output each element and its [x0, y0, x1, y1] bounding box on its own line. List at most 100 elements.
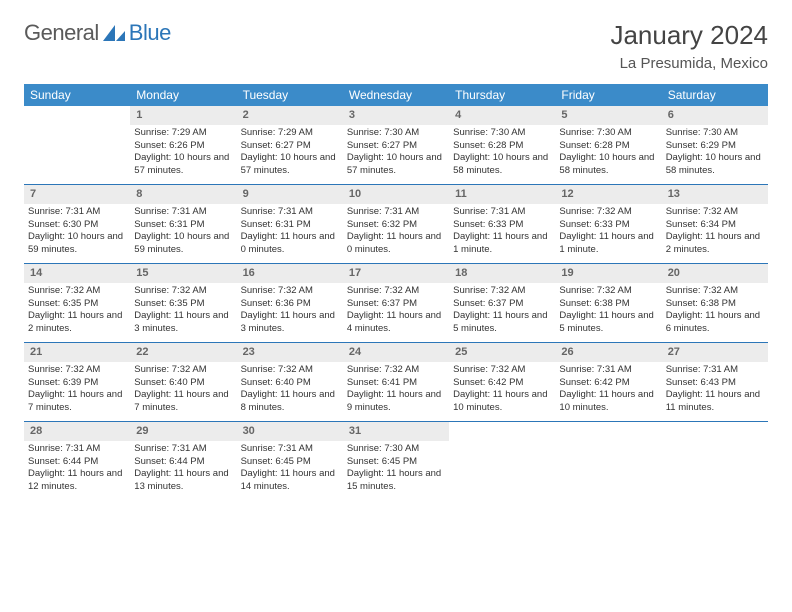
calendar-day-cell: 5Sunrise: 7:30 AMSunset: 6:28 PMDaylight… — [555, 106, 661, 184]
sunrise-text: Sunrise: 7:29 AM — [134, 127, 232, 140]
day-details: Sunrise: 7:29 AMSunset: 6:26 PMDaylight:… — [130, 125, 236, 182]
sunrise-text: Sunrise: 7:32 AM — [241, 285, 339, 298]
calendar-day-cell: 20Sunrise: 7:32 AMSunset: 6:38 PMDayligh… — [662, 264, 768, 342]
calendar-day-cell: 31Sunrise: 7:30 AMSunset: 6:45 PMDayligh… — [343, 422, 449, 500]
day-details: Sunrise: 7:32 AMSunset: 6:35 PMDaylight:… — [24, 283, 130, 340]
day-details: Sunrise: 7:32 AMSunset: 6:36 PMDaylight:… — [237, 283, 343, 340]
day-details: Sunrise: 7:32 AMSunset: 6:38 PMDaylight:… — [555, 283, 661, 340]
daylight-text: Daylight: 11 hours and 0 minutes. — [347, 231, 445, 257]
sunrise-text: Sunrise: 7:32 AM — [241, 364, 339, 377]
day-details: Sunrise: 7:31 AMSunset: 6:30 PMDaylight:… — [24, 204, 130, 261]
sunrise-text: Sunrise: 7:32 AM — [347, 364, 445, 377]
sunset-text: Sunset: 6:33 PM — [559, 219, 657, 232]
calendar-day-cell: 25Sunrise: 7:32 AMSunset: 6:42 PMDayligh… — [449, 343, 555, 421]
daylight-text: Daylight: 11 hours and 4 minutes. — [347, 310, 445, 336]
calendar-day-cell: 6Sunrise: 7:30 AMSunset: 6:29 PMDaylight… — [662, 106, 768, 184]
sunset-text: Sunset: 6:28 PM — [453, 140, 551, 153]
sunset-text: Sunset: 6:38 PM — [559, 298, 657, 311]
day-number: 15 — [130, 264, 236, 283]
daylight-text: Daylight: 11 hours and 7 minutes. — [28, 389, 126, 415]
calendar-day-cell: 24Sunrise: 7:32 AMSunset: 6:41 PMDayligh… — [343, 343, 449, 421]
daylight-text: Daylight: 11 hours and 12 minutes. — [28, 468, 126, 494]
day-details: Sunrise: 7:32 AMSunset: 6:35 PMDaylight:… — [130, 283, 236, 340]
sunset-text: Sunset: 6:37 PM — [453, 298, 551, 311]
calendar-day-cell: 2Sunrise: 7:29 AMSunset: 6:27 PMDaylight… — [237, 106, 343, 184]
sunset-text: Sunset: 6:44 PM — [28, 456, 126, 469]
sunrise-text: Sunrise: 7:32 AM — [134, 364, 232, 377]
sunrise-text: Sunrise: 7:29 AM — [241, 127, 339, 140]
day-number: 22 — [130, 343, 236, 362]
day-number: 26 — [555, 343, 661, 362]
daylight-text: Daylight: 11 hours and 5 minutes. — [559, 310, 657, 336]
day-details: Sunrise: 7:31 AMSunset: 6:44 PMDaylight:… — [24, 441, 130, 498]
sunrise-text: Sunrise: 7:32 AM — [453, 364, 551, 377]
sunrise-text: Sunrise: 7:31 AM — [347, 206, 445, 219]
weekday-header: Sunday — [24, 84, 130, 106]
day-details: Sunrise: 7:31 AMSunset: 6:33 PMDaylight:… — [449, 204, 555, 261]
sunrise-text: Sunrise: 7:31 AM — [241, 206, 339, 219]
calendar-day-cell — [449, 422, 555, 500]
calendar-day-cell: 11Sunrise: 7:31 AMSunset: 6:33 PMDayligh… — [449, 185, 555, 263]
location-label: La Presumida, Mexico — [610, 55, 768, 72]
daylight-text: Daylight: 11 hours and 1 minute. — [559, 231, 657, 257]
sunrise-text: Sunrise: 7:32 AM — [559, 285, 657, 298]
calendar-day-cell: 3Sunrise: 7:30 AMSunset: 6:27 PMDaylight… — [343, 106, 449, 184]
calendar-day-cell: 28Sunrise: 7:31 AMSunset: 6:44 PMDayligh… — [24, 422, 130, 500]
daylight-text: Daylight: 11 hours and 15 minutes. — [347, 468, 445, 494]
daylight-text: Daylight: 11 hours and 6 minutes. — [666, 310, 764, 336]
sunset-text: Sunset: 6:37 PM — [347, 298, 445, 311]
daylight-text: Daylight: 11 hours and 1 minute. — [453, 231, 551, 257]
weekday-header-row: SundayMondayTuesdayWednesdayThursdayFrid… — [24, 84, 768, 106]
day-details: Sunrise: 7:32 AMSunset: 6:38 PMDaylight:… — [662, 283, 768, 340]
weekday-header: Thursday — [449, 84, 555, 106]
day-details: Sunrise: 7:29 AMSunset: 6:27 PMDaylight:… — [237, 125, 343, 182]
sunrise-text: Sunrise: 7:31 AM — [28, 443, 126, 456]
brand-logo: General Blue — [24, 20, 171, 46]
day-details: Sunrise: 7:31 AMSunset: 6:32 PMDaylight:… — [343, 204, 449, 261]
daylight-text: Daylight: 11 hours and 2 minutes. — [666, 231, 764, 257]
calendar-day-cell: 4Sunrise: 7:30 AMSunset: 6:28 PMDaylight… — [449, 106, 555, 184]
daylight-text: Daylight: 11 hours and 8 minutes. — [241, 389, 339, 415]
calendar-day-cell: 15Sunrise: 7:32 AMSunset: 6:35 PMDayligh… — [130, 264, 236, 342]
day-number: 16 — [237, 264, 343, 283]
calendar-grid: SundayMondayTuesdayWednesdayThursdayFrid… — [24, 84, 768, 500]
daylight-text: Daylight: 11 hours and 11 minutes. — [666, 389, 764, 415]
weekday-header: Friday — [555, 84, 661, 106]
sunrise-text: Sunrise: 7:30 AM — [347, 127, 445, 140]
daylight-text: Daylight: 10 hours and 57 minutes. — [134, 152, 232, 178]
sunrise-text: Sunrise: 7:32 AM — [134, 285, 232, 298]
day-number: 13 — [662, 185, 768, 204]
day-number: 29 — [130, 422, 236, 441]
day-details: Sunrise: 7:32 AMSunset: 6:37 PMDaylight:… — [343, 283, 449, 340]
calendar-day-cell: 30Sunrise: 7:31 AMSunset: 6:45 PMDayligh… — [237, 422, 343, 500]
sunset-text: Sunset: 6:35 PM — [28, 298, 126, 311]
sunset-text: Sunset: 6:30 PM — [28, 219, 126, 232]
day-details: Sunrise: 7:32 AMSunset: 6:34 PMDaylight:… — [662, 204, 768, 261]
logo-sail-icon — [101, 23, 127, 43]
sunset-text: Sunset: 6:45 PM — [241, 456, 339, 469]
day-number: 4 — [449, 106, 555, 125]
sunrise-text: Sunrise: 7:30 AM — [453, 127, 551, 140]
day-number: 24 — [343, 343, 449, 362]
day-details: Sunrise: 7:30 AMSunset: 6:27 PMDaylight:… — [343, 125, 449, 182]
day-number: 9 — [237, 185, 343, 204]
sunset-text: Sunset: 6:42 PM — [453, 377, 551, 390]
sunrise-text: Sunrise: 7:32 AM — [666, 206, 764, 219]
sunset-text: Sunset: 6:33 PM — [453, 219, 551, 232]
sunrise-text: Sunrise: 7:31 AM — [453, 206, 551, 219]
sunset-text: Sunset: 6:26 PM — [134, 140, 232, 153]
calendar-day-cell: 10Sunrise: 7:31 AMSunset: 6:32 PMDayligh… — [343, 185, 449, 263]
weekday-header: Saturday — [662, 84, 768, 106]
day-number: 12 — [555, 185, 661, 204]
day-number: 10 — [343, 185, 449, 204]
day-number: 21 — [24, 343, 130, 362]
sunrise-text: Sunrise: 7:32 AM — [559, 206, 657, 219]
sunset-text: Sunset: 6:28 PM — [559, 140, 657, 153]
calendar-week-row: 14Sunrise: 7:32 AMSunset: 6:35 PMDayligh… — [24, 263, 768, 342]
day-details: Sunrise: 7:32 AMSunset: 6:39 PMDaylight:… — [24, 362, 130, 419]
calendar-day-cell: 21Sunrise: 7:32 AMSunset: 6:39 PMDayligh… — [24, 343, 130, 421]
daylight-text: Daylight: 11 hours and 10 minutes. — [559, 389, 657, 415]
day-number: 31 — [343, 422, 449, 441]
day-details: Sunrise: 7:32 AMSunset: 6:37 PMDaylight:… — [449, 283, 555, 340]
day-details: Sunrise: 7:31 AMSunset: 6:42 PMDaylight:… — [555, 362, 661, 419]
